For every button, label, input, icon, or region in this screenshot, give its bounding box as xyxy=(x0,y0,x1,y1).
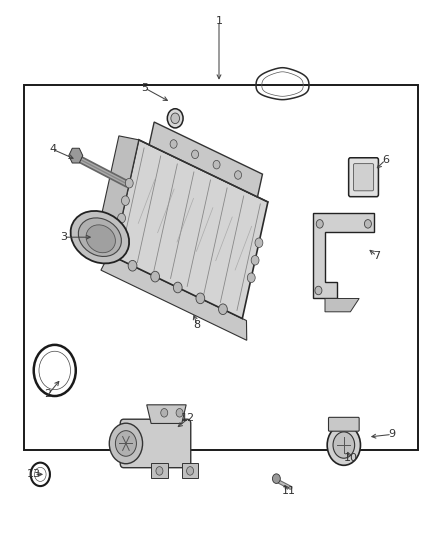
Circle shape xyxy=(118,213,126,223)
Polygon shape xyxy=(101,254,247,340)
Text: 12: 12 xyxy=(181,414,195,423)
Polygon shape xyxy=(313,213,374,298)
Ellipse shape xyxy=(86,225,115,253)
Circle shape xyxy=(187,467,194,475)
Circle shape xyxy=(167,109,183,128)
Text: 4: 4 xyxy=(49,144,56,154)
Text: 8: 8 xyxy=(194,320,201,330)
Circle shape xyxy=(255,238,263,247)
Circle shape xyxy=(176,408,183,417)
Text: 2: 2 xyxy=(45,390,52,399)
Text: 5: 5 xyxy=(141,83,148,93)
Circle shape xyxy=(170,140,177,148)
Ellipse shape xyxy=(71,211,129,263)
Circle shape xyxy=(333,432,355,458)
Polygon shape xyxy=(149,122,262,197)
Circle shape xyxy=(272,474,280,483)
Text: 9: 9 xyxy=(389,430,396,439)
Circle shape xyxy=(327,425,360,465)
Text: 11: 11 xyxy=(282,487,296,496)
FancyBboxPatch shape xyxy=(328,417,359,431)
Bar xyxy=(24,85,418,450)
Circle shape xyxy=(125,179,133,188)
Circle shape xyxy=(173,282,182,293)
Text: 10: 10 xyxy=(343,454,357,463)
Text: 1: 1 xyxy=(215,17,223,26)
Text: 13: 13 xyxy=(27,470,41,479)
Ellipse shape xyxy=(78,218,121,256)
Circle shape xyxy=(213,160,220,169)
Circle shape xyxy=(151,271,159,282)
Circle shape xyxy=(234,171,241,179)
Circle shape xyxy=(110,423,142,464)
FancyBboxPatch shape xyxy=(120,419,191,468)
Polygon shape xyxy=(147,405,186,423)
Circle shape xyxy=(156,467,163,475)
Circle shape xyxy=(115,431,137,456)
Circle shape xyxy=(364,220,371,228)
Circle shape xyxy=(219,304,227,314)
Circle shape xyxy=(128,261,137,271)
Text: 7: 7 xyxy=(373,251,380,261)
Circle shape xyxy=(196,293,205,304)
Polygon shape xyxy=(325,298,359,312)
Text: 3: 3 xyxy=(60,232,67,242)
Polygon shape xyxy=(113,140,268,319)
Polygon shape xyxy=(92,136,139,260)
Circle shape xyxy=(251,255,259,265)
Bar xyxy=(182,463,198,479)
Circle shape xyxy=(171,113,180,124)
FancyBboxPatch shape xyxy=(349,158,378,197)
Circle shape xyxy=(191,150,198,159)
Bar xyxy=(151,463,168,479)
Text: 6: 6 xyxy=(382,155,389,165)
Circle shape xyxy=(316,220,323,228)
Circle shape xyxy=(247,273,255,282)
Polygon shape xyxy=(69,148,83,163)
Circle shape xyxy=(161,408,168,417)
FancyBboxPatch shape xyxy=(353,164,374,191)
Circle shape xyxy=(121,196,129,205)
Circle shape xyxy=(315,286,322,295)
